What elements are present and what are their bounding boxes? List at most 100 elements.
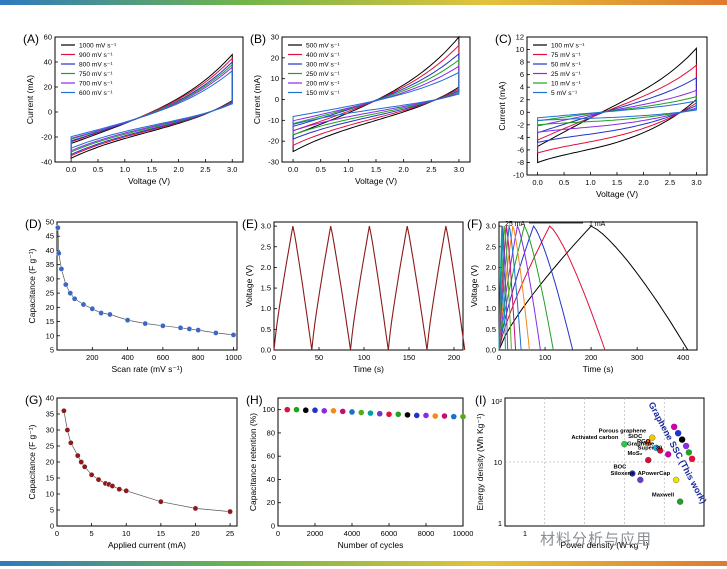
y-tick-label: 10 [494, 458, 502, 467]
gcd-curve [498, 224, 541, 351]
y-tick-label: 20 [267, 498, 275, 507]
x-tick-label: 3.0 [454, 165, 464, 174]
ragone-point-label: Maxwell [652, 493, 675, 499]
y-tick-label: 0 [48, 108, 52, 117]
y-tick-label: 6 [520, 70, 524, 79]
data-point [124, 317, 131, 323]
x-tick-label: 10000 [453, 529, 474, 538]
x-tick-label: 0 [276, 529, 280, 538]
data-point [142, 320, 149, 327]
panel-label: (B) [250, 32, 266, 46]
y-tick-label: 30 [46, 274, 54, 283]
x-axis-label: Number of cycles [338, 540, 404, 550]
x-tick-label: 1.5 [146, 165, 156, 174]
y-tick-label: 40 [46, 246, 54, 255]
panel-label: (D) [25, 217, 42, 231]
legend-label: 50 mV s⁻¹ [551, 62, 582, 69]
data-point [367, 410, 374, 416]
ragone-point [672, 476, 680, 484]
y-tick-label: -20 [268, 137, 279, 146]
annotation-right: 1 mA [589, 221, 606, 228]
this-work-point [670, 423, 678, 430]
x-tick-label: 2.5 [426, 165, 436, 174]
data-point [450, 413, 457, 420]
y-tick-label: 5 [50, 506, 54, 515]
data-point [321, 408, 328, 414]
x-tick-label: 600 [157, 353, 170, 362]
data-point [423, 412, 429, 419]
legend-label: 10 mV s⁻¹ [551, 81, 582, 88]
gcd-curve [498, 226, 517, 351]
data-point [71, 295, 78, 302]
y-tick-label: 0.0 [261, 346, 271, 355]
panel-F: 0 100 200 300 400 0.0 0.5 1.0 1.5 2.0 2.5 3.0 Time (… [467, 217, 698, 374]
y-tick-label: 1.5 [261, 284, 271, 293]
top-gradient-bar [0, 0, 727, 5]
y-axis-label: Current (mA) [497, 81, 507, 130]
x-tick-label: 200 [86, 353, 99, 362]
x-tick-label: 1.0 [120, 165, 130, 174]
y-axis-label: Capacitance (F g⁻¹) [27, 248, 37, 323]
panel-E: 0 50 100 150 200 0.0 0.5 1.0 1.5 2.0 2.5 3.0 Time (s… [242, 217, 466, 374]
data-point [192, 505, 199, 512]
y-tick-label: 1 [498, 519, 502, 528]
y-tick-label: 20 [46, 303, 54, 312]
y-tick-label: 10 [46, 490, 54, 499]
x-tick-label: 0.5 [315, 165, 325, 174]
y-tick-label: -20 [41, 133, 52, 142]
y-tick-label: -6 [517, 145, 524, 154]
plot-frame [56, 221, 238, 351]
y-tick-label: -10 [513, 171, 524, 180]
y-tick-label: 0.0 [486, 346, 496, 355]
y-tick-label: 2.5 [486, 242, 496, 251]
legend-label: 900 mV s⁻¹ [79, 52, 113, 59]
y-tick-label: 2.5 [261, 242, 271, 251]
ragone-point [621, 440, 628, 448]
panel-label: (H) [246, 393, 263, 407]
y-tick-label: 100 [262, 405, 275, 414]
x-tick-label: 3.0 [691, 178, 701, 187]
y-tick-label: 40 [44, 58, 52, 67]
x-tick-label: 400 [677, 353, 690, 362]
plot-frame [498, 221, 698, 351]
x-tick-label: 8000 [418, 529, 435, 538]
y-tick-label: -40 [41, 158, 52, 167]
data-point [116, 486, 123, 493]
x-tick-label: 0 [272, 353, 276, 362]
y-tick-label: 0 [50, 522, 54, 531]
x-tick-label: 10 [122, 529, 130, 538]
panel-C: 0.0 0.5 1.0 1.5 2.0 2.5 3.0 -10 -8 -6 -4 -2 0 2 4 6 8 10 1… [495, 32, 708, 199]
y-tick-label: -2 [517, 120, 524, 129]
y-tick-label: 25 [46, 289, 54, 298]
y-tick-label: 45 [46, 232, 54, 241]
y-tick-label: 20 [44, 83, 52, 92]
y-tick-label: 1.0 [261, 304, 271, 313]
data-point [80, 301, 87, 308]
cv-series-line [537, 100, 697, 121]
y-tick-label: -8 [517, 158, 524, 167]
x-tick-label: 1.0 [585, 178, 595, 187]
panel-label: (F) [467, 217, 482, 231]
x-tick-label: 200 [585, 353, 598, 362]
y-tick-label: 1.0 [486, 304, 496, 313]
y-tick-label: 2.0 [486, 263, 496, 272]
x-tick-label: 4000 [344, 529, 361, 538]
y-tick-label: -4 [517, 133, 524, 142]
this-work-point [688, 455, 696, 462]
data-point [376, 410, 383, 417]
data-point [64, 427, 71, 433]
x-tick-label: 150 [403, 353, 416, 362]
data-point [395, 411, 402, 418]
data-point [55, 224, 61, 231]
y-tick-label: 40 [46, 394, 54, 403]
ragone-point [637, 476, 644, 484]
x-tick-label: 0 [55, 529, 59, 538]
panel-label: (A) [23, 32, 39, 46]
x-tick-label: 0.0 [66, 165, 76, 174]
x-axis-label: Time (s) [583, 364, 614, 374]
y-tick-label: 50 [46, 218, 54, 227]
gcd-curve [498, 225, 530, 351]
ragone-point-label: APowerCap [638, 471, 671, 477]
x-tick-label: 20 [191, 529, 199, 538]
annotation-left: 25 mA [505, 221, 526, 228]
